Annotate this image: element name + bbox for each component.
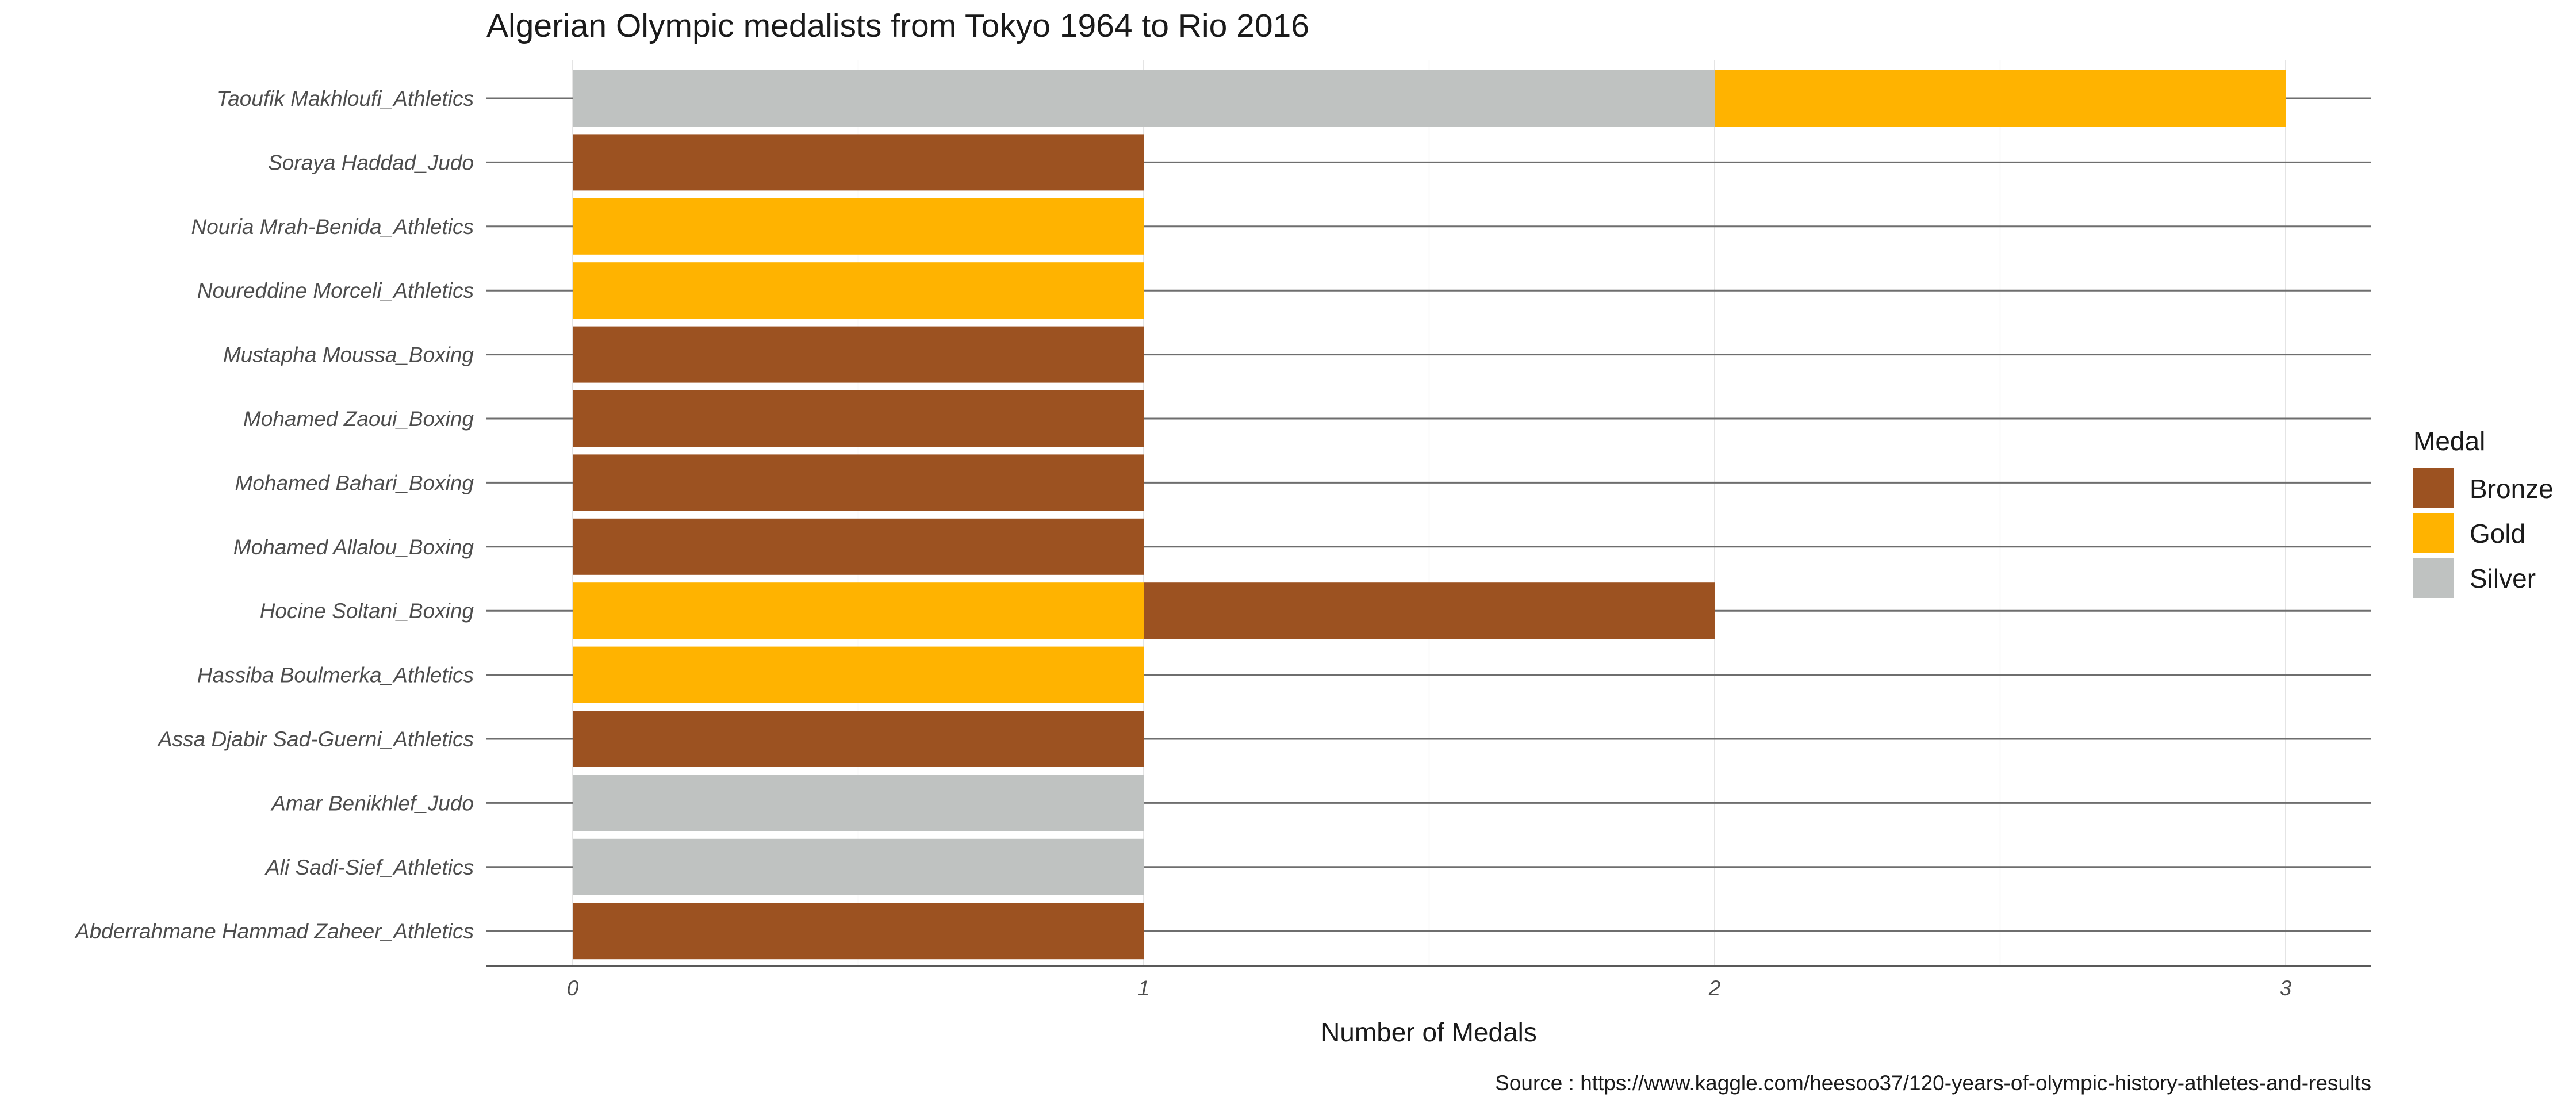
y-tick-label: Noureddine Morceli_Athletics [197, 279, 474, 302]
y-tick-label: Hocine Soltani_Boxing [260, 599, 474, 623]
x-tick-label: 2 [1708, 976, 1721, 1000]
y-tick-label: Assa Djabir Sad-Guerni_Athletics [157, 727, 474, 751]
x-axis: 0 1 2 3 [567, 976, 2292, 1000]
bar-gold-hocine-soltani-boxing [573, 582, 1144, 639]
y-tick-label: Mohamed Bahari_Boxing [235, 471, 474, 494]
legend-swatch-silver [2413, 558, 2454, 598]
x-tick-label: 3 [2280, 976, 2292, 1000]
x-axis-label: Number of Medals [1321, 1017, 1537, 1047]
y-tick-label: Abderrahmane Hammad Zaheer_Athletics [74, 919, 474, 943]
x-tick-label: 1 [1138, 976, 1150, 1000]
bars-layer [573, 70, 2286, 960]
y-tick-label: Mohamed Allalou_Boxing [233, 535, 474, 559]
y-tick-label: Mustapha Moussa_Boxing [223, 343, 474, 367]
bar-silver-amar-benikhlef-judo [573, 775, 1144, 831]
bar-bronze-soraya-haddad-judo [573, 134, 1144, 191]
y-axis: Taoufik Makhloufi_Athletics Soraya Haddad… [74, 87, 474, 943]
bar-bronze-mohamed-zaoui-boxing [573, 390, 1144, 447]
chart-title: Algerian Olympic medalists from Tokyo 19… [486, 7, 1309, 44]
y-tick-label: Ali Sadi-Sief_Athletics [264, 856, 474, 879]
bar-gold-nouria-mrah-benida-athletics [573, 198, 1144, 255]
legend-title: Medal [2413, 426, 2485, 456]
legend-label-silver[interactable]: Silver [2470, 564, 2536, 593]
bar-bronze-mustapha-moussa-boxing [573, 326, 1144, 383]
y-tick-label: Taoufik Makhloufi_Athletics [217, 87, 474, 110]
bar-bronze-mohamed-allalou-boxing [573, 518, 1144, 575]
x-tick-label: 0 [567, 976, 579, 1000]
source-caption: Source : https://www.kaggle.com/heesoo37… [1495, 1071, 2371, 1095]
bar-gold-noureddine-morceli-athletics [573, 262, 1144, 319]
y-tick-label: Hassiba Boulmerka_Athletics [197, 664, 474, 687]
y-tick-label: Nouria Mrah-Benida_Athletics [191, 215, 474, 239]
legend-swatch-bronze [2413, 468, 2454, 508]
legend-label-bronze[interactable]: Bronze [2470, 474, 2554, 504]
y-tick-label: Amar Benikhlef_Judo [270, 791, 474, 815]
bar-bronze-mohamed-bahari-boxing [573, 454, 1144, 511]
bar-bronze-assa-djabir-sad-guerni-athletics [573, 711, 1144, 767]
y-tick-label: Mohamed Zaoui_Boxing [243, 407, 474, 431]
y-tick-label: Soraya Haddad_Judo [268, 151, 474, 174]
legend[interactable]: Bronze Gold Silver [2413, 468, 2554, 598]
legend-swatch-gold [2413, 513, 2454, 553]
bar-bronze-hocine-soltani-boxing [1144, 582, 1715, 639]
bar-silver-ali-sadi-sief-athletics [573, 838, 1144, 895]
bar-silver-taoufik-makhloufi-athletics [573, 70, 1715, 126]
bar-gold-hassiba-boulmerka-athletics [573, 646, 1144, 703]
legend-label-gold[interactable]: Gold [2470, 519, 2525, 549]
bar-gold-taoufik-makhloufi-athletics [1715, 70, 2286, 126]
bar-bronze-abderrahmane-hammad-zaheer-athletics [573, 903, 1144, 960]
